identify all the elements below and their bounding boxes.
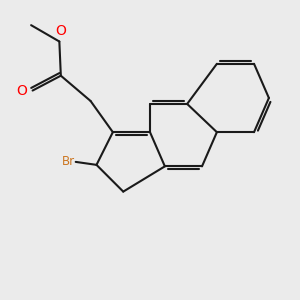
Text: O: O — [16, 84, 27, 98]
Text: Br: Br — [62, 155, 75, 168]
Text: O: O — [56, 24, 66, 38]
